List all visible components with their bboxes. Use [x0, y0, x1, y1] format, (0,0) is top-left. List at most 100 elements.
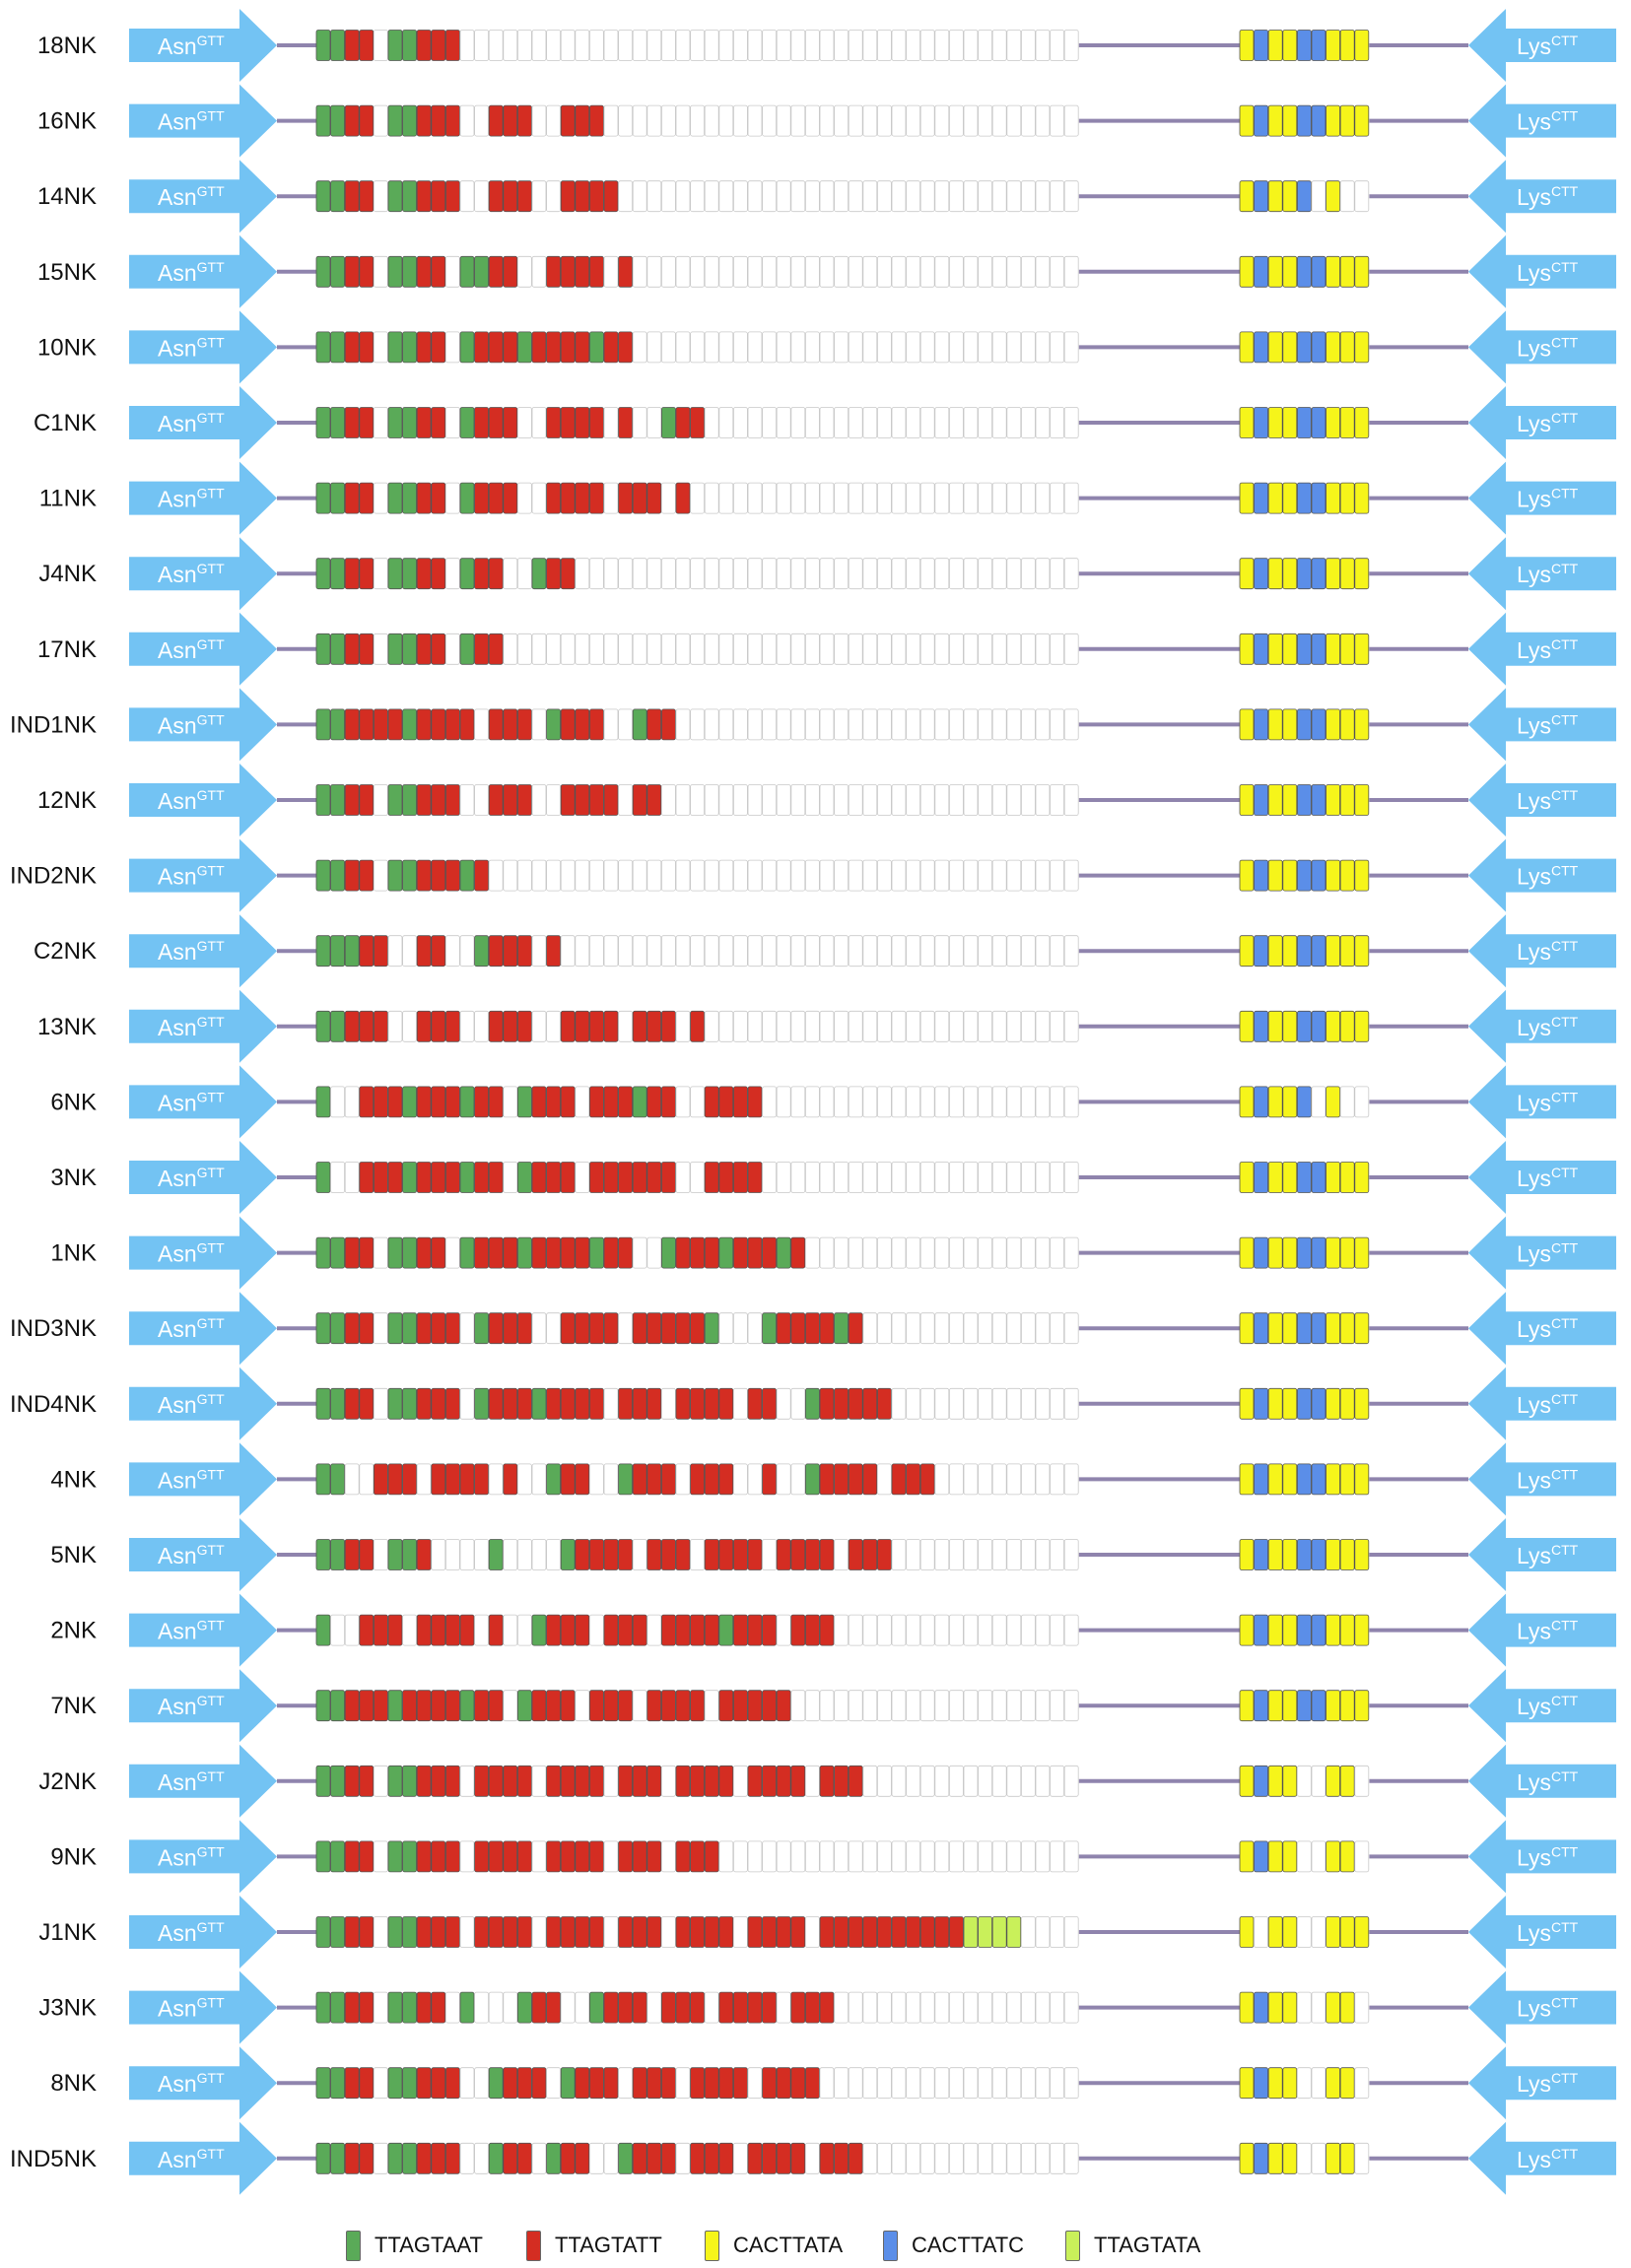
repeat-unit: [315, 2067, 331, 2100]
empty-slot: [934, 1387, 950, 1420]
repeat-unit: [531, 2067, 547, 2100]
repeat-unit: [618, 1539, 633, 1570]
repeat-unit: [1325, 180, 1340, 213]
array-row: C2NK AsnGTT LysCTT: [34, 914, 1616, 988]
empty-slot: [546, 859, 561, 892]
repeat-unit: [359, 1916, 374, 1948]
empty-slot: [603, 255, 619, 288]
repeat-unit: [675, 407, 691, 438]
repeat-unit: [690, 407, 705, 438]
repeat-unit: [1267, 2142, 1283, 2174]
legend-label: CACTTATA: [733, 2233, 844, 2257]
repeat-unit: [431, 708, 446, 741]
empty-slot: [531, 1539, 547, 1570]
repeat-unit: [459, 1162, 475, 1193]
repeat-unit: [1239, 708, 1255, 741]
empty-slot: [373, 30, 388, 61]
repeat-unit: [1297, 1312, 1312, 1345]
repeat-unit: [646, 1010, 662, 1042]
empty-slot: [848, 407, 863, 438]
empty-slot: [459, 2142, 475, 2174]
empty-slot: [459, 935, 475, 967]
empty-slot: [891, 331, 907, 364]
empty-slot: [762, 708, 777, 741]
empty-slot: [603, 482, 619, 514]
lys-arrow: [1468, 612, 1616, 686]
empty-slot: [862, 1010, 878, 1042]
empty-slot: [906, 1162, 920, 1193]
empty-slot: [991, 708, 1007, 741]
empty-slot: [776, 30, 791, 61]
repeat-unit: [819, 2142, 835, 2174]
row-label: C1NK: [34, 410, 97, 436]
empty-slot: [632, 859, 647, 892]
empty-slot: [704, 331, 719, 364]
empty-slot: [733, 331, 748, 364]
asn-arrow: [129, 1593, 277, 1667]
empty-slot: [560, 633, 576, 665]
empty-slot: [991, 1387, 1007, 1420]
repeat-unit: [444, 784, 460, 816]
empty-slot: [488, 1463, 504, 1496]
empty-slot: [1311, 1086, 1326, 1118]
empty-slot: [934, 1162, 950, 1193]
empty-slot: [776, 558, 791, 590]
legend-label: TTAGTATT: [555, 2233, 662, 2257]
empty-slot: [978, 1236, 992, 1269]
empty-slot: [762, 255, 777, 288]
repeat-unit: [1267, 1765, 1283, 1797]
repeat-unit: [589, 331, 604, 364]
array-row: IND5NK AsnGTT LysCTT: [10, 2121, 1616, 2195]
empty-slot: [444, 255, 460, 288]
empty-slot: [1050, 2142, 1064, 2174]
empty-slot: [877, 2142, 892, 2174]
empty-slot: [991, 1463, 1007, 1496]
repeat-unit: [690, 2067, 705, 2100]
empty-slot: [1021, 482, 1036, 514]
empty-slot: [949, 1991, 964, 2024]
empty-slot: [906, 1236, 920, 1269]
repeat-unit: [776, 1765, 791, 1797]
empty-slot: [834, 859, 849, 892]
empty-slot: [991, 104, 1007, 137]
empty-slot: [834, 2067, 849, 2100]
empty-slot: [1050, 1916, 1064, 1948]
empty-slot: [862, 482, 878, 514]
empty-slot: [949, 331, 964, 364]
repeat-unit: [431, 1916, 446, 1948]
repeat-unit: [603, 1312, 619, 1345]
empty-slot: [805, 935, 820, 967]
empty-slot: [776, 331, 791, 364]
empty-slot: [819, 2067, 835, 2100]
empty-slot: [991, 558, 1007, 590]
empty-slot: [704, 1991, 719, 2024]
empty-slot: [1063, 1539, 1079, 1570]
repeat-unit: [330, 1387, 346, 1420]
repeat-unit: [444, 104, 460, 137]
repeat-unit: [444, 2067, 460, 2100]
repeat-unit: [387, 482, 403, 514]
empty-slot: [834, 1690, 849, 1722]
empty-slot: [819, 1690, 835, 1722]
repeat-unit: [618, 331, 633, 364]
repeat-unit: [330, 1916, 346, 1948]
repeat-unit: [1339, 1312, 1355, 1345]
empty-slot: [934, 180, 950, 213]
empty-slot: [373, 104, 388, 137]
empty-slot: [1050, 1765, 1064, 1797]
repeat-unit: [444, 30, 460, 61]
empty-slot: [1035, 2142, 1051, 2174]
empty-slot: [416, 1463, 432, 1496]
repeat-unit: [402, 2067, 418, 2100]
array-row: J3NK AsnGTT LysCTT: [38, 1970, 1616, 2044]
repeat-unit: [589, 2067, 604, 2100]
empty-slot: [978, 708, 992, 741]
repeat-unit: [661, 1539, 676, 1570]
repeat-unit: [402, 2142, 418, 2174]
repeat-unit: [690, 1840, 705, 1873]
empty-slot: [503, 1086, 518, 1118]
repeat-unit: [315, 331, 331, 364]
empty-slot: [330, 1614, 346, 1646]
empty-slot: [891, 1236, 907, 1269]
empty-slot: [733, 1765, 748, 1797]
